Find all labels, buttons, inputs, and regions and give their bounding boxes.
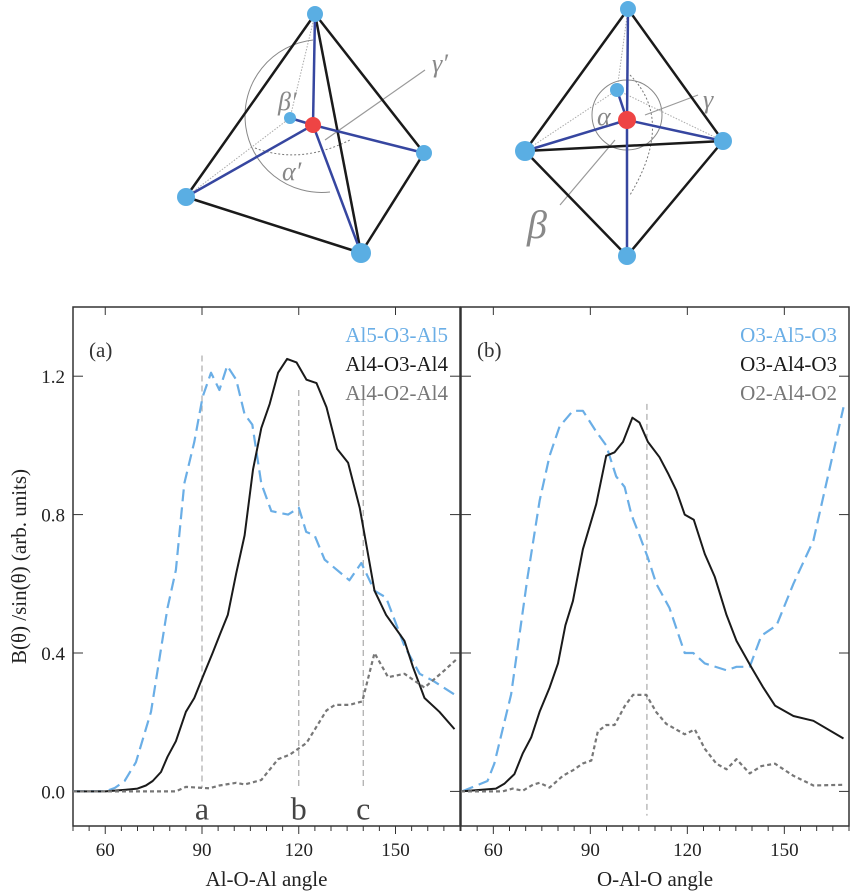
oxygen-atom <box>714 132 732 150</box>
legend-entry: Al4-O2-Al4 <box>345 381 448 405</box>
oxygen-atom <box>416 145 432 161</box>
panel-label: (b) <box>477 338 502 362</box>
x-tick-label: 120 <box>285 840 314 861</box>
y-axis-label: B(θ) /sin(θ) (arb. units) <box>7 469 31 664</box>
angle-label-beta-prime: β′ <box>277 87 297 116</box>
oxygen-atom <box>618 247 636 265</box>
angle-label-alpha: α <box>597 102 612 131</box>
legend-entry: O3-Al4-O3 <box>740 352 837 376</box>
legend-entry: O3-Al5-O3 <box>740 323 837 347</box>
y-tick-label: 1.2 <box>41 367 65 388</box>
legend-entry: O2-Al4-O2 <box>740 381 837 405</box>
angle-label-gamma: γ <box>703 85 714 114</box>
x-tick-label: 150 <box>381 840 410 861</box>
oxygen-atom <box>515 141 535 161</box>
series-line-al4-o2-al4 <box>73 651 459 793</box>
tetrahedron-diagram: β′ α′ γ′ <box>177 6 448 263</box>
oxygen-atom <box>610 83 624 97</box>
x-tick-label: 60 <box>96 840 115 861</box>
x-tick-label: 90 <box>193 840 212 861</box>
aluminum-atom <box>305 117 321 133</box>
y-tick-label: 0.4 <box>41 644 65 665</box>
legend-entry: Al4-O3-Al4 <box>345 352 448 376</box>
aluminum-atom <box>618 111 636 129</box>
angle-label-alpha-prime: α′ <box>282 157 302 186</box>
coordination-diagrams: β′ α′ γ′ <box>177 1 732 265</box>
chart-panel-a: 60 90 120 150 0.0 0.4 0.8 1.2 Al-O-Al angle B(θ) … <box>7 306 461 891</box>
bipyramid-diagram: α γ β <box>515 1 732 265</box>
series-line-al5-o3-al5 <box>73 364 456 793</box>
chart-panel-b: 60 90 120 150 O-Al-O angle (b) O3-Al5-O3 O3-Al4… <box>460 306 850 891</box>
x-tick-label: 60 <box>484 840 503 861</box>
oxygen-atom <box>307 6 323 22</box>
panel-label: (a) <box>89 338 112 362</box>
x-tick-label: 150 <box>770 840 799 861</box>
legend-entry: Al5-O3-Al5 <box>345 323 448 347</box>
y-tick-label: 0.8 <box>41 506 65 527</box>
oxygen-atom <box>620 1 636 17</box>
oxygen-atom <box>284 112 296 124</box>
oxygen-atom <box>351 243 371 263</box>
y-tick-label: 0.0 <box>41 782 65 803</box>
x-tick-label: 90 <box>581 840 600 861</box>
x-axis-label: O-Al-O angle <box>597 867 713 891</box>
oxygen-atom <box>177 188 195 206</box>
series-line-o2-al4-o2 <box>461 693 844 793</box>
series-line-o3-al4-o3 <box>460 416 845 793</box>
series-line-o3-al5-o3 <box>461 407 845 793</box>
angle-label-beta: β <box>526 202 547 247</box>
x-axis-label: Al-O-Al angle <box>206 867 328 891</box>
reference-line-label: c <box>356 791 370 827</box>
x-tick-label: 120 <box>673 840 702 861</box>
reference-line-label: b <box>291 791 307 827</box>
angle-label-gamma-prime: γ′ <box>432 49 448 78</box>
series-line-al4-o3-al4 <box>73 357 456 793</box>
reference-line-label: a <box>195 791 209 827</box>
